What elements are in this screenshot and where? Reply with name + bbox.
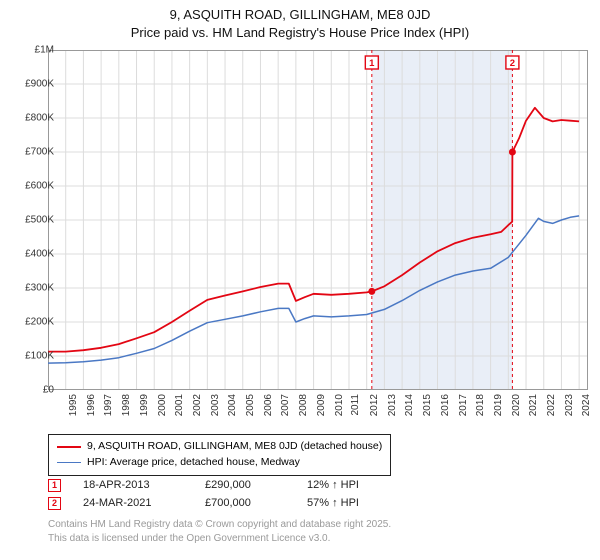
y-tick-label: £1M bbox=[10, 45, 54, 56]
plot-area: 12 bbox=[48, 50, 588, 390]
x-tick-label: 2015 bbox=[422, 394, 433, 416]
y-tick-label: £300K bbox=[10, 283, 54, 294]
y-tick-label: £0 bbox=[10, 385, 54, 396]
y-tick-label: £800K bbox=[10, 113, 54, 124]
x-tick-label: 2014 bbox=[404, 394, 415, 416]
x-tick-label: 2017 bbox=[457, 394, 468, 416]
legend-swatch bbox=[57, 446, 81, 448]
y-tick-label: £500K bbox=[10, 215, 54, 226]
x-tick-label: 2005 bbox=[245, 394, 256, 416]
sale-price: £700,000 bbox=[205, 497, 285, 509]
sale-marker-icon: 1 bbox=[48, 479, 61, 492]
sale-hpi: 57% ↑ HPI bbox=[307, 497, 397, 509]
table-row: 1 18-APR-2013 £290,000 12% ↑ HPI bbox=[48, 476, 397, 494]
legend-item: 9, ASQUITH ROAD, GILLINGHAM, ME8 0JD (de… bbox=[57, 439, 382, 455]
sale-price: £290,000 bbox=[205, 479, 285, 491]
sale-marker-icon: 2 bbox=[48, 497, 61, 510]
x-tick-label: 1999 bbox=[139, 394, 150, 416]
attribution-line: This data is licensed under the Open Gov… bbox=[48, 532, 391, 546]
x-tick-label: 2019 bbox=[493, 394, 504, 416]
x-tick-label: 1997 bbox=[103, 394, 114, 416]
svg-text:1: 1 bbox=[369, 58, 375, 69]
x-tick-label: 2009 bbox=[316, 394, 327, 416]
x-tick-label: 2016 bbox=[440, 394, 451, 416]
sale-date: 24-MAR-2021 bbox=[83, 497, 183, 509]
legend-text: HPI: Average price, detached house, Medw… bbox=[87, 455, 300, 471]
chart-container: 9, ASQUITH ROAD, GILLINGHAM, ME8 0JD Pri… bbox=[0, 0, 600, 560]
x-tick-label: 2021 bbox=[528, 394, 539, 416]
x-tick-label: 2012 bbox=[369, 394, 380, 416]
title-address: 9, ASQUITH ROAD, GILLINGHAM, ME8 0JD bbox=[0, 6, 600, 24]
x-tick-label: 2003 bbox=[209, 394, 220, 416]
x-tick-label: 1996 bbox=[85, 394, 96, 416]
x-tick-label: 2022 bbox=[546, 394, 557, 416]
title-block: 9, ASQUITH ROAD, GILLINGHAM, ME8 0JD Pri… bbox=[0, 0, 600, 42]
y-tick-label: £900K bbox=[10, 79, 54, 90]
x-tick-label: 2000 bbox=[156, 394, 167, 416]
x-tick-label: 1995 bbox=[68, 394, 79, 416]
legend-text: 9, ASQUITH ROAD, GILLINGHAM, ME8 0JD (de… bbox=[87, 439, 382, 455]
y-tick-label: £200K bbox=[10, 317, 54, 328]
x-tick-label: 2006 bbox=[263, 394, 274, 416]
table-row: 2 24-MAR-2021 £700,000 57% ↑ HPI bbox=[48, 494, 397, 512]
x-tick-label: 1998 bbox=[121, 394, 132, 416]
x-tick-label: 2007 bbox=[280, 394, 291, 416]
x-tick-label: 2024 bbox=[581, 394, 592, 416]
legend: 9, ASQUITH ROAD, GILLINGHAM, ME8 0JD (de… bbox=[48, 434, 391, 476]
legend-swatch bbox=[57, 462, 81, 463]
sales-table: 1 18-APR-2013 £290,000 12% ↑ HPI 2 24-MA… bbox=[48, 476, 397, 512]
title-subtitle: Price paid vs. HM Land Registry's House … bbox=[0, 24, 600, 42]
x-tick-label: 2004 bbox=[227, 394, 238, 416]
sale-date: 18-APR-2013 bbox=[83, 479, 183, 491]
x-tick-label: 2008 bbox=[298, 394, 309, 416]
attribution: Contains HM Land Registry data © Crown c… bbox=[48, 518, 391, 545]
x-tick-label: 2020 bbox=[510, 394, 521, 416]
svg-text:2: 2 bbox=[510, 58, 515, 69]
x-tick-label: 2010 bbox=[333, 394, 344, 416]
x-tick-label: 2011 bbox=[350, 394, 361, 416]
x-tick-label: 2013 bbox=[386, 394, 397, 416]
x-tick-label: 2018 bbox=[475, 394, 486, 416]
attribution-line: Contains HM Land Registry data © Crown c… bbox=[48, 518, 391, 532]
legend-item: HPI: Average price, detached house, Medw… bbox=[57, 455, 382, 471]
y-tick-label: £400K bbox=[10, 249, 54, 260]
y-tick-label: £700K bbox=[10, 147, 54, 158]
sale-hpi: 12% ↑ HPI bbox=[307, 479, 397, 491]
plot-svg: 12 bbox=[48, 50, 588, 390]
y-tick-label: £600K bbox=[10, 181, 54, 192]
x-tick-label: 2001 bbox=[174, 394, 185, 416]
x-tick-label: 2002 bbox=[192, 394, 203, 416]
y-tick-label: £100K bbox=[10, 351, 54, 362]
x-tick-label: 2023 bbox=[563, 394, 574, 416]
